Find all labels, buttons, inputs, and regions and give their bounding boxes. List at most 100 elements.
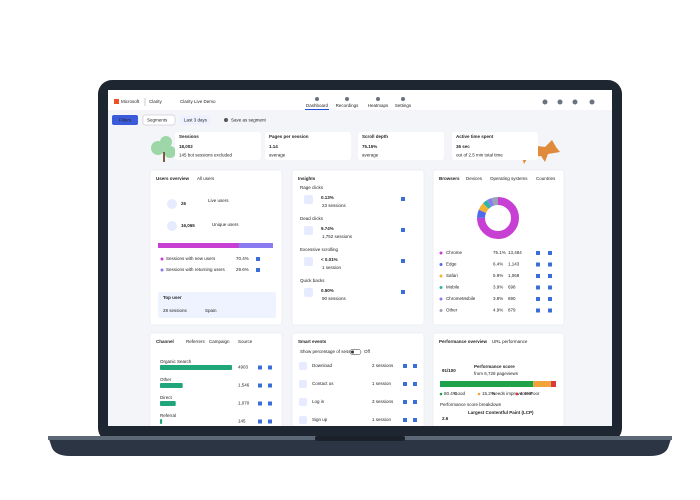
header-icon	[557, 99, 563, 105]
heatmap-icon[interactable]	[548, 274, 552, 278]
play-icon[interactable]	[536, 285, 540, 290]
nav-item[interactable]: Heatmaps	[368, 103, 389, 108]
panel-title: Smart events	[298, 339, 327, 344]
stat-note: average	[269, 153, 286, 158]
heatmap-icon[interactable]	[268, 419, 272, 424]
tab[interactable]: Referrers	[186, 339, 206, 344]
browser-share: 75.1%	[493, 250, 506, 255]
channel-bar	[160, 383, 183, 388]
perf-score-label: Performance score	[474, 364, 515, 369]
tab[interactable]: Performance overview	[439, 339, 488, 344]
stat-value: 75.15%	[362, 144, 377, 149]
event-icon	[299, 362, 307, 370]
play-icon[interactable]	[256, 257, 260, 261]
save-segment[interactable]: Save as segment	[231, 118, 267, 123]
play-icon[interactable]	[258, 401, 262, 406]
users-bar	[158, 243, 239, 248]
tab[interactable]: Channel	[156, 339, 174, 344]
perf-share: 15.2%	[482, 391, 495, 396]
tab[interactable]: Countries	[536, 176, 556, 181]
play-icon[interactable]	[401, 290, 405, 294]
legend-value: 70.4%	[236, 256, 249, 261]
play-icon[interactable]	[401, 228, 405, 232]
unique-icon	[167, 221, 177, 231]
play-icon[interactable]	[258, 419, 262, 424]
segments-button[interactable]	[142, 114, 176, 126]
tab[interactable]: URL performance	[492, 339, 528, 344]
tab[interactable]: Users overview	[156, 176, 190, 181]
event-name: Download	[312, 363, 333, 368]
browser-count: 1,068	[508, 273, 520, 278]
event-name: Log in	[312, 399, 325, 404]
play-icon[interactable]	[258, 365, 262, 370]
play-icon[interactable]	[401, 197, 405, 201]
heatmap-icon[interactable]	[548, 262, 552, 267]
tab[interactable]: Devices	[466, 176, 483, 181]
top-user-country: Spain	[205, 308, 217, 313]
channel-bar	[160, 365, 232, 370]
heatmap-icon[interactable]	[413, 364, 417, 368]
insight-icon	[304, 288, 313, 297]
nav-item[interactable]: Dashboard	[306, 103, 329, 108]
legend-dot	[160, 257, 164, 261]
browser-count: 690	[508, 296, 516, 301]
play-icon[interactable]	[256, 268, 260, 272]
perf-score: 91/100	[442, 368, 456, 373]
channel-value: 4903	[238, 365, 249, 370]
date-button[interactable]	[180, 115, 210, 125]
heatmap-icon[interactable]	[548, 308, 552, 313]
play-icon[interactable]	[536, 262, 540, 267]
heatmap-icon[interactable]	[268, 365, 272, 370]
browser-share: 3.8%	[493, 296, 503, 301]
play-icon[interactable]	[403, 400, 407, 404]
tab[interactable]: Campaign	[209, 339, 230, 344]
play-icon[interactable]	[403, 418, 407, 422]
play-icon[interactable]	[401, 259, 405, 263]
heatmap-icon[interactable]	[548, 251, 552, 255]
tab[interactable]: Browsers	[439, 176, 460, 181]
play-icon[interactable]	[403, 364, 407, 368]
nav-item[interactable]: Settings	[395, 103, 412, 108]
nav-item[interactable]: Recordings	[336, 103, 360, 108]
filters-button[interactable]	[112, 115, 138, 125]
event-count: 3 sessions	[372, 399, 394, 404]
channel-name: Other	[160, 377, 172, 382]
brand: Microsoft	[121, 99, 140, 104]
ms-logo	[114, 99, 119, 104]
browser-share: 4.9%	[493, 308, 503, 313]
insight-note: 23 sessions	[322, 203, 347, 208]
nav-icon	[401, 97, 405, 101]
play-icon[interactable]	[258, 383, 262, 388]
play-icon[interactable]	[536, 251, 540, 255]
play-icon[interactable]	[536, 274, 540, 278]
laptop-base	[48, 436, 672, 456]
project-selector[interactable]: Clarity Live Demo	[180, 99, 216, 104]
heatmap-icon[interactable]	[413, 400, 417, 404]
active-tab-underline	[305, 109, 329, 110]
heatmap-icon[interactable]	[268, 401, 272, 406]
tab[interactable]: Source	[238, 339, 253, 344]
heatmap-icon[interactable]	[413, 382, 417, 386]
stat-value: 1.14	[269, 144, 278, 149]
tab[interactable]: All users	[197, 176, 215, 181]
browser-name: ChromeMobile	[446, 296, 476, 301]
stat-label: Pages per session	[269, 134, 309, 139]
tab[interactable]: Operating systems	[490, 176, 528, 181]
play-icon[interactable]	[536, 297, 540, 301]
insight-value: 9.74%	[321, 226, 334, 231]
heatmap-icon[interactable]	[268, 383, 272, 388]
stat-card	[175, 132, 261, 160]
heatmap-icon[interactable]	[548, 297, 552, 301]
perf-share: 4.4%	[520, 391, 530, 396]
header-icon	[572, 99, 578, 105]
nav-icon	[345, 97, 349, 101]
perf-name: Good	[454, 391, 466, 396]
play-icon[interactable]	[403, 382, 407, 386]
heatmap-icon[interactable]	[548, 285, 552, 290]
legend-dot	[439, 274, 443, 278]
play-icon[interactable]	[536, 308, 540, 313]
legend-dot	[515, 392, 519, 396]
panel	[432, 169, 565, 326]
heatmap-icon[interactable]	[413, 418, 417, 422]
